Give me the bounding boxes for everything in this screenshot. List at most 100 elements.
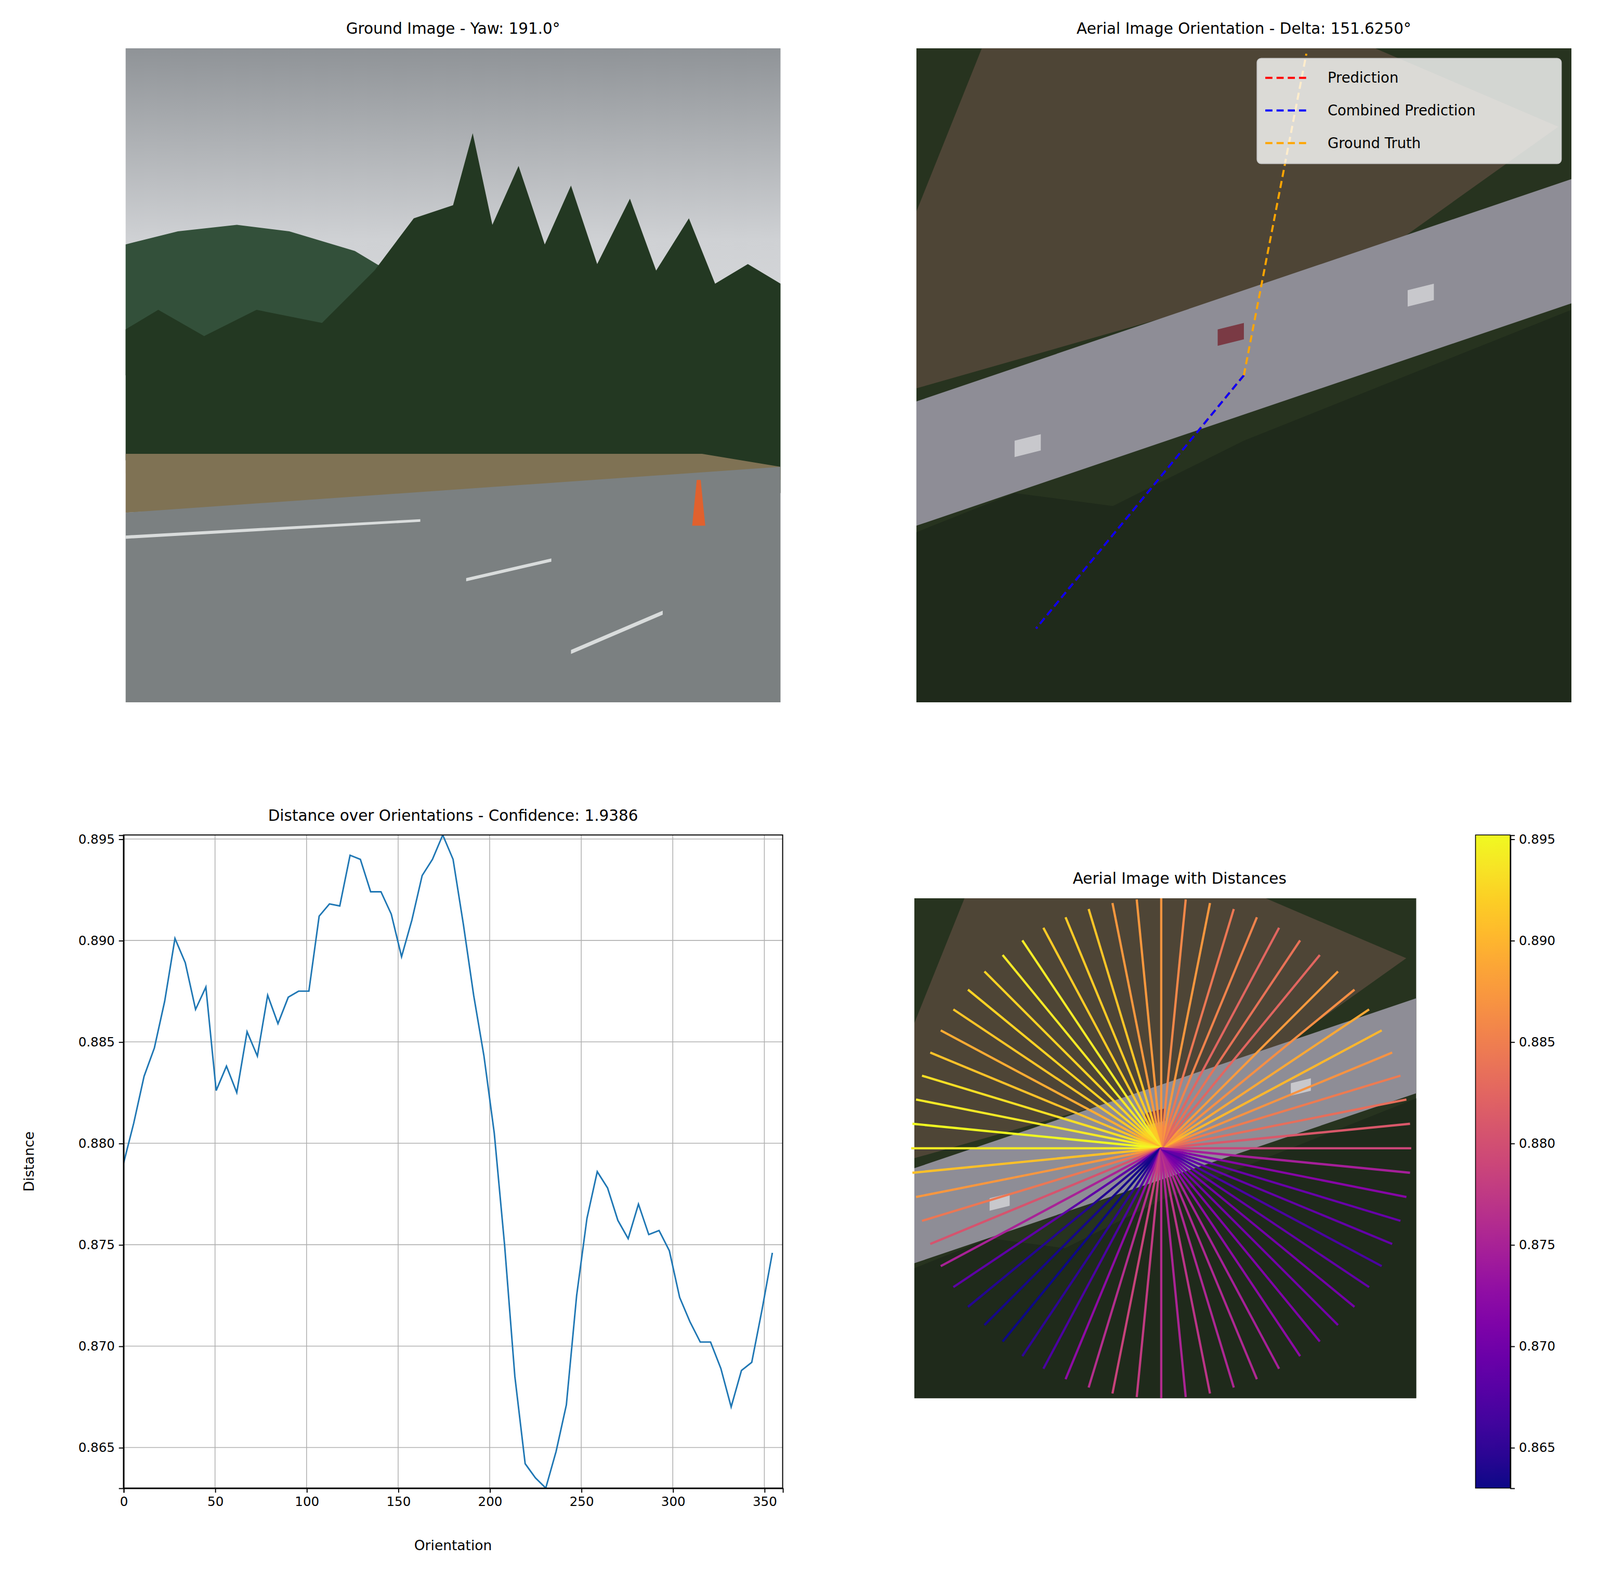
tick-mark xyxy=(1510,1345,1515,1347)
tick: 0.870 xyxy=(78,1338,124,1354)
tick-mark xyxy=(1510,1143,1515,1145)
data-line xyxy=(123,834,773,1488)
ground-photo xyxy=(125,48,781,703)
tick-mark xyxy=(119,838,124,841)
legend-box xyxy=(1256,58,1562,164)
tick-mark xyxy=(398,1488,400,1493)
tick-mark xyxy=(119,1447,124,1449)
legend-label: Ground Truth xyxy=(1327,134,1421,152)
tick: 0.895 xyxy=(1510,831,1556,847)
tick-mark xyxy=(306,1488,308,1493)
tick-label: 0.890 xyxy=(78,933,115,949)
radial-line xyxy=(1161,954,1320,1149)
radial-line xyxy=(1161,917,1257,1149)
grid-line xyxy=(306,834,308,1488)
tick-label: 0.875 xyxy=(78,1237,115,1253)
radial-line xyxy=(1160,1148,1163,1399)
radial-line xyxy=(967,1148,1162,1307)
radial-line xyxy=(1161,902,1211,1149)
radial-line xyxy=(1161,1030,1382,1149)
grid-line xyxy=(123,1345,783,1347)
radial-line xyxy=(1022,940,1162,1149)
radial-line xyxy=(1161,1148,1320,1342)
orientation-line xyxy=(1035,375,1244,629)
tick: 0.880 xyxy=(78,1135,124,1151)
title: Ground Image - Yaw: 191.0° xyxy=(346,19,561,38)
legend-swatch xyxy=(1265,109,1310,112)
grid-line xyxy=(672,834,674,1488)
car xyxy=(1014,434,1041,457)
radial-line xyxy=(1161,989,1355,1149)
tick-mark xyxy=(672,1488,674,1493)
grid-line xyxy=(123,1447,783,1449)
y-axis: 0.8650.8700.8750.8800.8850.8900.895 xyxy=(78,831,125,1489)
tick-label: 350 xyxy=(752,1493,778,1510)
tick: 200 xyxy=(478,1488,503,1510)
tick-mark xyxy=(764,1488,766,1493)
car xyxy=(1407,283,1434,307)
radial-line xyxy=(940,1148,1162,1267)
axis-title: Distance xyxy=(20,1131,37,1192)
grid-line xyxy=(580,834,582,1488)
tick: 300 xyxy=(661,1488,686,1510)
tick-label: 0.865 xyxy=(78,1439,115,1455)
radial-line xyxy=(1161,1148,1301,1357)
figure: Ground Image - Yaw: 191.0° Aerial Image O… xyxy=(0,0,1600,1572)
tree-canopy xyxy=(916,309,1572,703)
legend-swatch xyxy=(1265,141,1310,144)
grid-line xyxy=(489,834,491,1488)
tick-mark xyxy=(119,940,124,942)
car xyxy=(1217,322,1244,346)
cone xyxy=(692,479,706,526)
radial-line xyxy=(1161,1009,1370,1149)
x-axis: 050100150200250300350 xyxy=(120,1488,784,1510)
grid-line xyxy=(764,834,766,1488)
tick-label: 300 xyxy=(661,1493,686,1510)
tick-label: 0.890 xyxy=(1518,933,1556,949)
radial-line xyxy=(967,989,1162,1149)
aerial-photo xyxy=(916,48,1572,703)
grid-line xyxy=(397,834,399,1488)
legend: PredictionCombined PredictionGround Trut… xyxy=(1256,58,1562,164)
tick: 0.890 xyxy=(78,933,124,949)
tick-label: 200 xyxy=(478,1493,503,1510)
axis-title: Orientation xyxy=(414,1537,493,1554)
tick: 50 xyxy=(207,1488,224,1510)
grid-line xyxy=(123,939,783,941)
colorbar-axis: 0.8650.8700.8750.8800.8850.8900.895 xyxy=(1510,831,1556,1489)
tick-label: 0.865 xyxy=(1518,1439,1556,1455)
radial-line xyxy=(1002,1148,1162,1342)
radial-line xyxy=(912,1123,1162,1149)
plot-frame xyxy=(123,834,783,1488)
plot-area xyxy=(123,834,773,1488)
tick-mark xyxy=(1510,838,1515,841)
axis-line xyxy=(124,1488,784,1493)
radial-line xyxy=(911,1147,1162,1150)
grid xyxy=(123,834,783,1488)
tick: 0.865 xyxy=(1510,1439,1556,1455)
title: Aerial Image Orientation - Delta: 151.62… xyxy=(1076,19,1412,38)
tick-label: 100 xyxy=(294,1493,320,1510)
tick-label: 0.895 xyxy=(1518,831,1556,847)
radial-line xyxy=(1161,1148,1280,1369)
title: Aerial Image with Distances xyxy=(1072,869,1287,888)
tick-mark xyxy=(1510,940,1515,942)
tick-mark xyxy=(581,1488,583,1493)
radial-line xyxy=(1161,1148,1393,1244)
tick: 0.875 xyxy=(78,1237,124,1253)
lane-mark xyxy=(570,610,663,654)
tick-label: 0.895 xyxy=(78,831,115,847)
grid-line xyxy=(123,1244,783,1246)
radial-line xyxy=(915,1099,1162,1149)
title: Distance over Orientations - Confidence:… xyxy=(268,806,639,825)
radial-line xyxy=(1161,1148,1411,1173)
tick: 0 xyxy=(120,1488,129,1510)
grid-line xyxy=(214,834,216,1488)
road xyxy=(125,466,781,703)
tick-mark xyxy=(1510,1447,1515,1449)
axis-line xyxy=(1510,835,1515,1489)
tick-label: 0.875 xyxy=(1518,1237,1556,1253)
trees xyxy=(125,133,781,493)
tick-mark xyxy=(489,1488,491,1493)
radial-line xyxy=(1043,927,1162,1149)
